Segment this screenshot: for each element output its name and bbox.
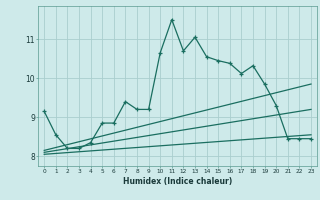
X-axis label: Humidex (Indice chaleur): Humidex (Indice chaleur) <box>123 177 232 186</box>
